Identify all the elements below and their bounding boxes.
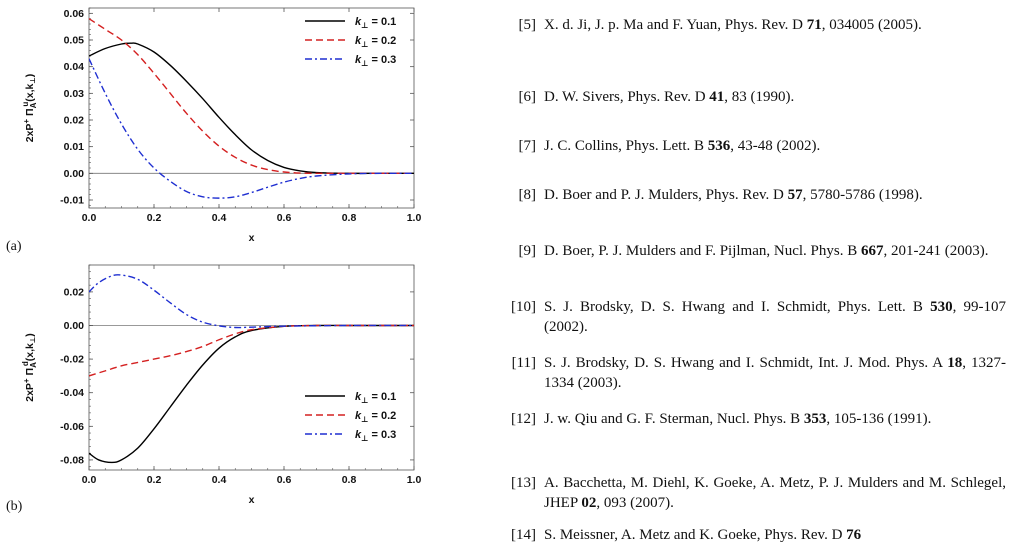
series-line-1 (89, 42, 414, 175)
reference-text: A. Bacchetta, M. Diehl, K. Goeke, A. Met… (544, 475, 1006, 511)
y-tick-label: 0.02 (64, 115, 85, 127)
y-tick-label: -0.01 (60, 195, 84, 207)
x-tick-label: 0.2 (147, 474, 162, 486)
legend-label-1: k⊥ = 0.1 (355, 16, 396, 30)
x-tick-label: 0.6 (277, 474, 292, 486)
y-tick-label: 0.01 (64, 141, 85, 153)
y-tick-label: -0.02 (60, 354, 84, 366)
reference-text: S. Meissner, A. Metz and K. Goeke, Phys.… (544, 527, 862, 543)
reference-text: D. Boer, P. J. Mulders and F. Pijlman, N… (544, 243, 989, 259)
legend-label-1: k⊥ = 0.1 (355, 391, 396, 405)
y-tick-label: 0.02 (64, 286, 85, 298)
y-tick-label: -0.08 (60, 454, 84, 466)
x-tick-label: 1.0 (407, 474, 422, 486)
panel-label-a: (a) (6, 239, 22, 254)
reference-number: [12] (511, 411, 536, 427)
x-tick-label: 0.4 (212, 212, 227, 224)
x-tick-label: 0.0 (82, 212, 97, 224)
x-axis-title: x (249, 494, 255, 506)
legend-label-3: k⊥ = 0.3 (355, 54, 396, 68)
y-tick-label: 0.00 (64, 320, 85, 332)
reference-number: [6] (518, 89, 537, 105)
y-tick-label: 0.06 (64, 8, 85, 20)
series-line-3 (89, 58, 414, 199)
y-tick-label: -0.06 (60, 421, 84, 433)
legend-label-2: k⊥ = 0.2 (355, 410, 396, 424)
figure-panel-a: 0.0 0.2 0.4 0.6 0.8 1.0 -0.01 0.00 0.01 0.02 0.03 0… (0, 0, 440, 262)
legend-label-2: k⊥ = 0.2 (355, 35, 396, 49)
chart-a: 0.0 0.2 0.4 0.6 0.8 1.0 -0.01 0.00 0.01 0.02 0.03 0… (21, 7, 422, 244)
reference-text: X. d. Ji, J. p. Ma and F. Yuan, Phys. Re… (544, 17, 922, 33)
reference-text: S. J. Brodsky, D. S. Hwang and I. Schmid… (544, 299, 1006, 335)
reference-text: J. w. Qiu and G. F. Sterman, Nucl. Phys.… (544, 411, 932, 427)
x-tick-label: 0.0 (82, 474, 97, 486)
series-line-2 (89, 18, 414, 175)
reference-number: [9] (518, 243, 537, 259)
series-line-2 (89, 324, 414, 377)
chart-b: 0.0 0.2 0.4 0.6 0.8 1.0 -0.08 -0.06 -0.04 -0.02 0.… (21, 264, 422, 506)
panel-label-b: (b) (6, 499, 23, 514)
reference-number: [13] (511, 475, 536, 491)
reference-number: [7] (518, 138, 537, 154)
reference-number: [10] (511, 299, 536, 315)
x-tick-label: 0.4 (212, 474, 227, 486)
y-tick-label: 0.04 (64, 61, 85, 73)
x-tick-label: 0.8 (342, 474, 357, 486)
figure-panel-b: 0.0 0.2 0.4 0.6 0.8 1.0 -0.08 -0.06 -0.04 -0.02 0.… (0, 262, 440, 524)
plot-frame (88, 7, 415, 209)
y-tick-label: 0.05 (64, 35, 85, 47)
x-axis-title: x (249, 232, 255, 244)
reference-number: [14] (511, 527, 536, 543)
reference-number: [11] (511, 355, 536, 371)
reference-text: S. J. Brodsky, D. S. Hwang and I. Schmid… (544, 355, 1007, 391)
x-tick-label: 0.8 (342, 212, 357, 224)
reference-number: [8] (518, 187, 537, 203)
series-line-3 (89, 274, 414, 329)
reference-text: D. Boer and P. J. Mulders, Phys. Rev. D … (544, 187, 923, 203)
x-tick-label: 0.6 (277, 212, 292, 224)
y-tick-label: 0.00 (64, 168, 85, 180)
y-tick-label: 0.03 (64, 88, 85, 100)
x-tick-label: 0.2 (147, 212, 162, 224)
reference-text: D. W. Sivers, Phys. Rev. D 41, 83 (1990)… (544, 89, 795, 105)
y-axis-title: 2xP+ ΠAd(x,k⊥) (21, 333, 38, 402)
y-axis-title: 2xP+ ΠAu(x,k⊥) (21, 74, 38, 143)
y-tick-label: -0.04 (60, 387, 84, 399)
reference-number: [5] (518, 17, 537, 33)
legend-label-3: k⊥ = 0.3 (355, 429, 396, 443)
reference-text: J. C. Collins, Phys. Lett. B 536, 43-48 … (544, 138, 821, 154)
x-tick-label: 1.0 (407, 212, 422, 224)
